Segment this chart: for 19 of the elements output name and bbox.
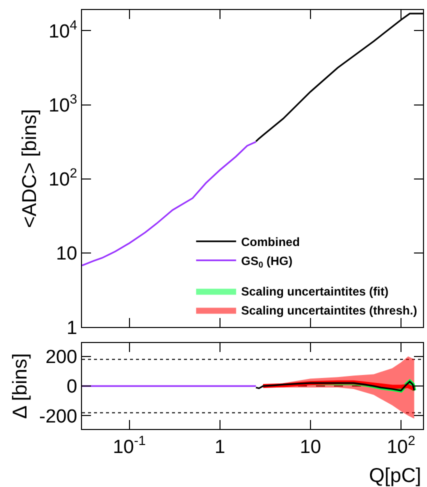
y-axis-title: <ADC> [bins] [19,109,42,228]
y-tick-label: 1 [66,318,78,339]
y-tick-label: 10$^{3}$ [48,91,78,116]
x-axis-title: Q[pC] [369,465,422,487]
y-axis-title: Δ [bins] [10,353,32,419]
x-tick-label: 10$^{2}$ [386,432,416,458]
y-tick-label: 0 [66,376,78,398]
legend-label: Scaling uncertaintites (fit) [241,284,388,298]
legend-label: Scaling uncertaintites (thresh.) [241,303,418,318]
y-tick-label: 10 [56,244,78,265]
x-tick-label: 1 [214,436,226,458]
y-tick-label: 10$^{4}$ [48,17,78,42]
y-tick-label: -200 [39,406,78,428]
x-tick-label: 10$^{-1}$ [112,432,146,458]
x-tick-label: 10 [300,436,322,458]
legend-label: GS$_{0}$ (HG) [241,254,292,270]
legend-label: Combined [241,234,300,249]
y-tick-label: 200 [45,347,78,368]
y-tick-label: 10$^{2}$ [48,166,78,191]
